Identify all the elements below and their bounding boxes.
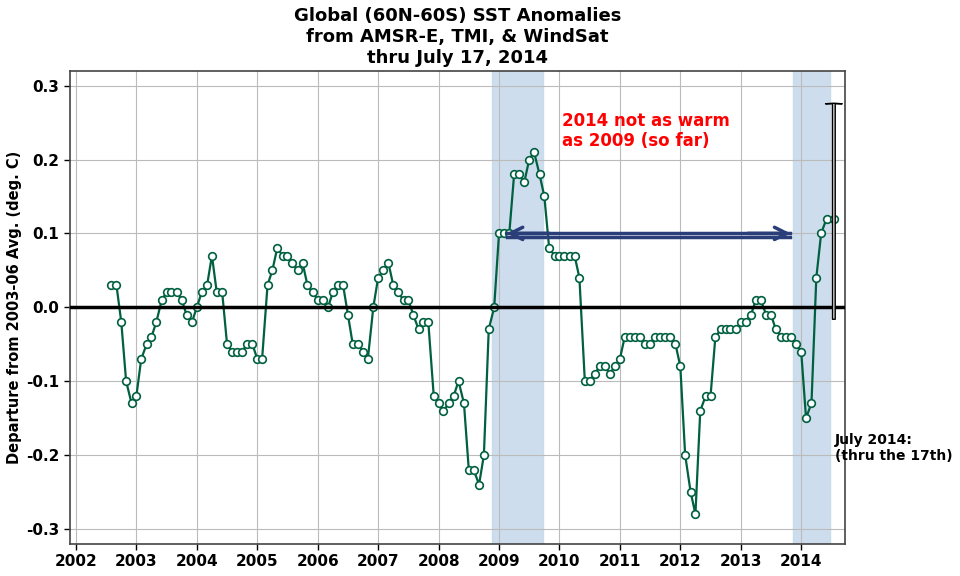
- Bar: [492, 71, 542, 544]
- Text: July 2014:
(thru the 17th): July 2014: (thru the 17th): [835, 433, 952, 463]
- Text: 2014 not as warm
as 2009 (so far): 2014 not as warm as 2009 (so far): [563, 112, 731, 150]
- Bar: [793, 71, 829, 544]
- Title: Global (60N-60S) SST Anomalies
from AMSR-E, TMI, & WindSat
thru July 17, 2014: Global (60N-60S) SST Anomalies from AMSR…: [294, 7, 621, 67]
- Y-axis label: Departure from 2003-06 Avg. (deg. C): Departure from 2003-06 Avg. (deg. C): [7, 151, 22, 464]
